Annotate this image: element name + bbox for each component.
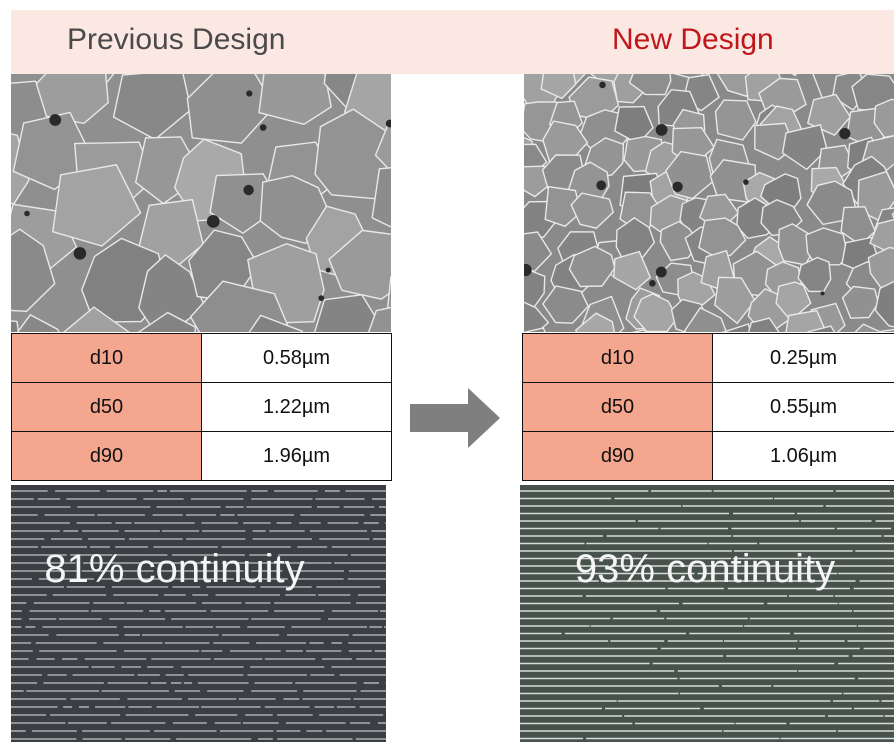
d90-value: 1.06µm	[712, 431, 894, 481]
previous-sem-micrograph	[11, 74, 391, 332]
table-row: d50 0.55µm	[522, 382, 894, 432]
previous-continuity-label: 81% continuity	[44, 547, 305, 591]
d50-value: 0.55µm	[712, 382, 894, 432]
d50-label: d50	[11, 382, 202, 432]
table-row: d50 1.22µm	[11, 382, 392, 432]
d10-label: d10	[11, 333, 202, 383]
arrow-right-icon	[410, 388, 500, 448]
new-electrode-cross-section: 93% continuity	[520, 485, 894, 742]
new-sem-micrograph	[524, 74, 894, 332]
d90-value: 1.96µm	[201, 431, 392, 481]
d10-label: d10	[522, 333, 713, 383]
table-row: d90 1.06µm	[522, 431, 894, 481]
new-design-title: New Design	[612, 23, 774, 56]
table-row: d90 1.96µm	[11, 431, 392, 481]
d10-value: 0.25µm	[712, 333, 894, 383]
previous-electrode-cross-section: 81% continuity	[11, 485, 386, 742]
new-continuity-label: 93% continuity	[574, 547, 836, 591]
header-band	[11, 10, 894, 74]
d50-label: d50	[522, 382, 713, 432]
d90-label: d90	[522, 431, 713, 481]
table-row: d10 0.25µm	[522, 333, 894, 383]
previous-grain-size-table: d10 0.58µm d50 1.22µm d90 1.96µm	[11, 333, 392, 481]
d10-value: 0.58µm	[201, 333, 392, 383]
d90-label: d90	[11, 431, 202, 481]
d50-value: 1.22µm	[201, 382, 392, 432]
previous-design-title: Previous Design	[67, 23, 286, 56]
new-grain-size-table: d10 0.25µm d50 0.55µm d90 1.06µm	[522, 333, 894, 481]
table-row: d10 0.58µm	[11, 333, 392, 383]
